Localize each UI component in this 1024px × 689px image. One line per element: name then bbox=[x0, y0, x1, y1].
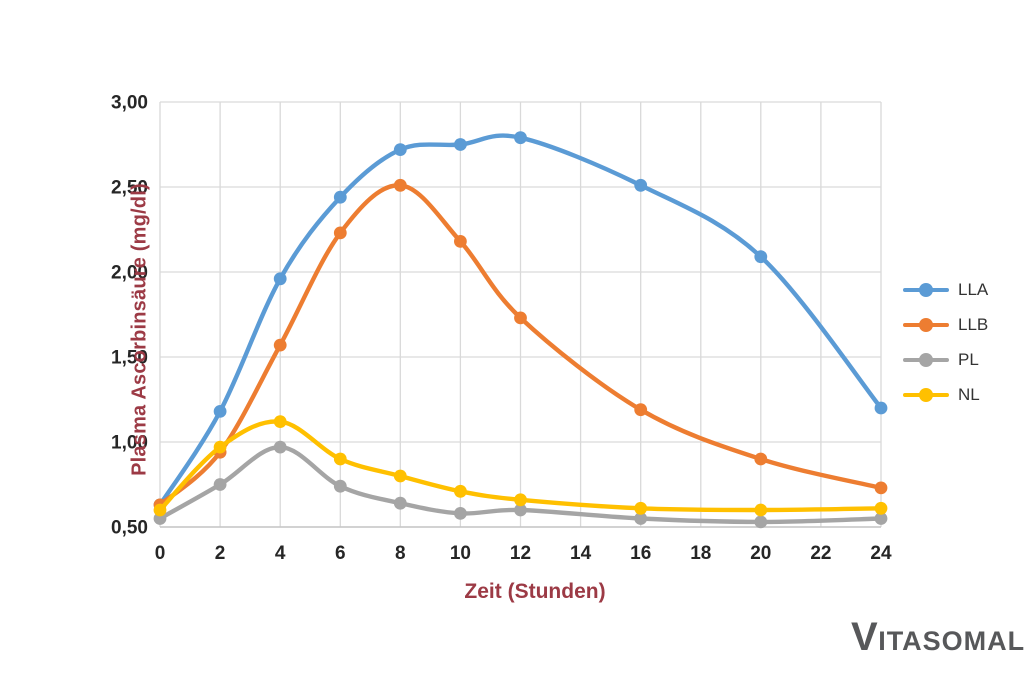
x-tick-label-24: 24 bbox=[870, 543, 892, 564]
x-tick-label-12: 12 bbox=[510, 543, 531, 564]
y-tick-label-2: 1,50 bbox=[111, 348, 148, 369]
series-LLB-marker-20 bbox=[754, 452, 768, 466]
series-LLB-marker-10 bbox=[454, 235, 467, 248]
legend-marker-icon bbox=[903, 352, 949, 367]
series-NL-marker-12 bbox=[514, 493, 527, 507]
logo-rest-text: ITASOMAL bbox=[878, 626, 1024, 656]
y-tick-label-4: 2,50 bbox=[111, 178, 148, 199]
series-LLB-marker-6 bbox=[333, 226, 347, 240]
legend-label: LLA bbox=[958, 279, 989, 299]
legend-marker-icon bbox=[903, 387, 949, 402]
series-NL-marker-20 bbox=[754, 503, 768, 517]
x-tick-label-10: 10 bbox=[450, 543, 471, 564]
series-NL-marker-0 bbox=[153, 503, 167, 517]
series-NL-marker-10 bbox=[454, 484, 467, 498]
x-tick-label-6: 6 bbox=[335, 543, 346, 564]
logo-initial-letter: V bbox=[851, 615, 879, 659]
legend-item-NL: NL bbox=[903, 377, 988, 412]
y-tick-label-5: 3,00 bbox=[111, 93, 148, 114]
y-tick-label-0: 0,50 bbox=[111, 518, 148, 539]
series-LLB-marker-16 bbox=[634, 403, 648, 417]
series-LLA-marker-16 bbox=[634, 178, 648, 192]
legend-label: NL bbox=[958, 384, 980, 404]
series-LLA-marker-10 bbox=[454, 138, 467, 151]
series-LLB-marker-4 bbox=[273, 338, 287, 352]
series-LLA-marker-4 bbox=[273, 272, 287, 286]
legend: LLA LLB PL NL bbox=[903, 272, 988, 412]
series-PL-marker-24 bbox=[874, 512, 888, 525]
legend-label: LLB bbox=[958, 314, 989, 334]
series-LLB-line bbox=[157, 183, 884, 508]
series-LLA-marker-20 bbox=[754, 250, 768, 264]
x-tick-label-2: 2 bbox=[215, 543, 226, 564]
x-tick-label-20: 20 bbox=[750, 543, 771, 564]
legend-item-LLB: LLB bbox=[903, 307, 988, 342]
series-PL-marker-12 bbox=[514, 503, 527, 517]
legend-item-PL: PL bbox=[903, 342, 988, 377]
series-LLB-marker-8 bbox=[393, 178, 407, 192]
x-tick-label-18: 18 bbox=[690, 543, 711, 564]
legend-marker-icon bbox=[903, 282, 949, 297]
x-tick-label-4: 4 bbox=[275, 543, 286, 564]
x-tick-label-8: 8 bbox=[395, 543, 406, 564]
series-NL-marker-6 bbox=[333, 452, 347, 466]
series-PL-marker-10 bbox=[454, 507, 467, 520]
series-LLA-marker-6 bbox=[333, 190, 347, 204]
series-PL bbox=[153, 440, 888, 529]
series-NL-line bbox=[157, 419, 884, 513]
series-LLA-marker-8 bbox=[393, 143, 407, 157]
legend-marker-icon bbox=[903, 317, 949, 332]
vitasomal-logo: VITASOMAL bbox=[851, 617, 1024, 661]
x-tick-label-16: 16 bbox=[630, 543, 651, 564]
series-PL-marker-20 bbox=[754, 515, 768, 529]
series-LLA-marker-2 bbox=[213, 405, 227, 418]
series-LLB-marker-12 bbox=[514, 311, 527, 325]
x-tick-label-0: 0 bbox=[155, 543, 166, 564]
y-tick-label-1: 1,00 bbox=[111, 433, 148, 454]
series-PL-marker-8 bbox=[393, 496, 407, 510]
series-PL-marker-6 bbox=[333, 479, 347, 493]
tick-labels: 0,501,001,502,002,503,000 2 4 6 8 10 12 14 16 18 2… bbox=[111, 93, 892, 565]
series-NL-marker-24 bbox=[874, 501, 888, 515]
series-LLA-line bbox=[157, 133, 884, 508]
series-NL-marker-16 bbox=[634, 501, 648, 515]
series-PL-marker-16 bbox=[634, 512, 648, 525]
series-LLA-marker-12 bbox=[514, 131, 527, 145]
x-tick-label-22: 22 bbox=[810, 543, 831, 564]
series-NL bbox=[153, 415, 888, 517]
y-tick-label-3: 2,00 bbox=[111, 263, 148, 284]
x-axis-title: Zeit (Stunden) bbox=[464, 580, 606, 603]
series-PL-marker-4 bbox=[273, 440, 287, 454]
y-axis-title: Plasma Ascorbinsäure (mg/dl) bbox=[128, 183, 151, 476]
series-LLA-marker-24 bbox=[874, 401, 888, 415]
x-tick-label-14: 14 bbox=[570, 543, 592, 564]
series-PL-line bbox=[157, 444, 884, 525]
legend-item-LLA: LLA bbox=[903, 272, 988, 307]
legend-label: PL bbox=[958, 349, 979, 369]
series-NL-marker-8 bbox=[393, 469, 407, 483]
series-NL-marker-2 bbox=[213, 440, 227, 454]
series-LLB-marker-24 bbox=[874, 481, 888, 495]
series-NL-marker-4 bbox=[273, 415, 287, 428]
series-PL-marker-2 bbox=[213, 478, 227, 491]
